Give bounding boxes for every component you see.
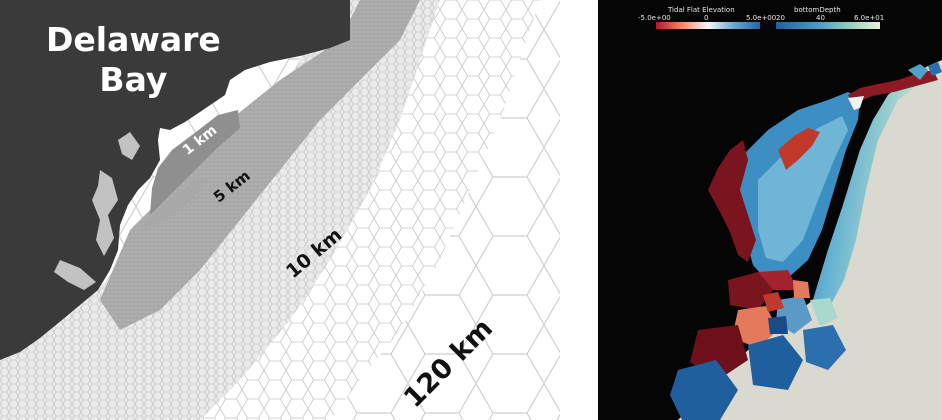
mesh-map-panel: Delaware Bay 1 km 5 km 10 km 120 km xyxy=(0,0,560,420)
coastal-inlet xyxy=(54,260,96,290)
land-mass xyxy=(0,0,350,360)
depth-map-canvas xyxy=(656,22,942,420)
continental-shelf xyxy=(813,66,938,310)
map-title: Delaware Bay xyxy=(46,20,221,100)
colorbar-bottom-depth-tick-max: 6.0e+01 xyxy=(854,14,885,22)
colorbar-bottom-depth-tick-20: 20 xyxy=(776,14,785,22)
colorbar-tidal-flat-tick-max: 5.0e+00 xyxy=(746,14,777,22)
mesh-cell xyxy=(928,62,942,76)
mesh-cell xyxy=(803,325,846,370)
colorbar-tidal-flat-tick-mid: 0 xyxy=(704,14,709,22)
tidal-flat-highlight xyxy=(848,96,864,110)
inner-shelf xyxy=(758,116,848,262)
mesh-cell xyxy=(670,360,738,420)
mesh-cell xyxy=(768,316,788,334)
mesh-cell xyxy=(763,292,784,312)
tidal-flat-coast-3 xyxy=(778,128,820,170)
colorbar-tidal-flat-title: Tidal Flat Elevation xyxy=(668,6,735,14)
upper-inlet xyxy=(118,132,140,160)
depth-map-panel: Tidal Flat Elevation -5.0e+00 0 5.0e+00 … xyxy=(598,0,942,420)
open-ocean xyxy=(678,60,942,420)
mesh-cell xyxy=(732,306,778,348)
tidal-flat-coast-1 xyxy=(708,140,756,262)
mesh-cell xyxy=(793,280,810,298)
mesh-cell xyxy=(758,270,798,290)
colorbar-bottom-depth-tick-40: 40 xyxy=(816,14,825,22)
colorbar-tidal-flat xyxy=(656,22,760,29)
map-title-line2: Bay xyxy=(99,60,168,99)
map-title-line1: Delaware xyxy=(46,20,221,59)
colorbar-tidal-flat-tick-min: -5.0e+00 xyxy=(638,14,671,22)
mesh-cell xyxy=(908,64,928,80)
coastal-fine-mesh-region xyxy=(100,0,420,330)
tidal-flat-coast-2 xyxy=(848,70,938,104)
colorbar-bottom-depth xyxy=(776,22,880,29)
colorbar-bottom-depth-title: bottomDepth xyxy=(794,6,841,14)
chesapeake-inlet xyxy=(92,170,118,256)
fine-band-5km xyxy=(140,178,210,230)
mesh-map-canvas xyxy=(0,0,560,420)
mesh-cell xyxy=(810,298,838,326)
mesh-cell xyxy=(748,335,803,390)
fine-band-1km xyxy=(150,110,240,215)
mesh-cell xyxy=(728,272,773,310)
